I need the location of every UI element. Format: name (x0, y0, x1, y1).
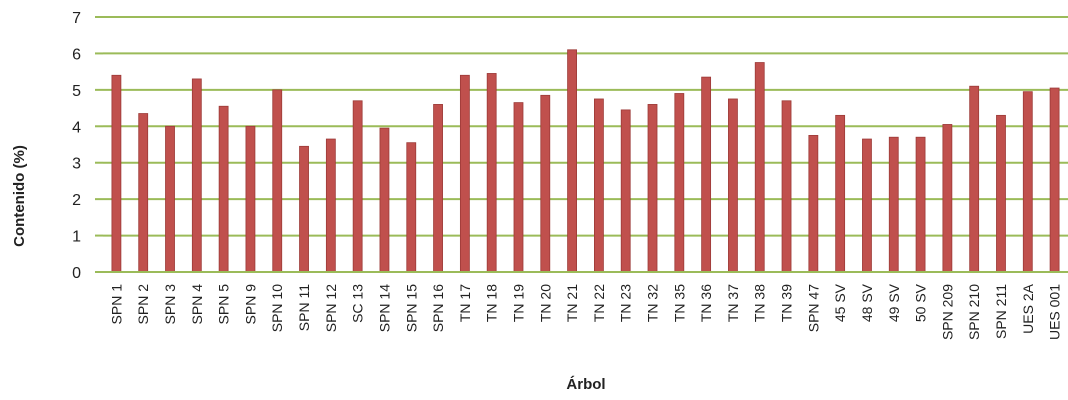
x-tick-label: TN 20 (537, 284, 553, 322)
bar (620, 109, 631, 273)
x-tick-label: SPN 15 (403, 284, 419, 332)
x-tick-label: SPN 2 (135, 284, 151, 325)
y-tick-label: 5 (72, 83, 81, 100)
bar (191, 78, 202, 273)
x-tick-label: TN 23 (618, 284, 634, 322)
y-axis-title: Contenido (%) (11, 145, 28, 247)
x-tick-label: SPN 209 (939, 284, 955, 340)
bar (111, 74, 122, 273)
bar (540, 94, 551, 273)
x-tick-label: TN 18 (484, 284, 500, 322)
bar (138, 113, 149, 273)
x-tick-label: TN 37 (725, 284, 741, 322)
bar (245, 125, 256, 273)
bar (594, 98, 604, 273)
x-tick-label: TN 36 (698, 284, 714, 322)
x-axis-title: Árbol (566, 376, 605, 393)
bar (701, 76, 712, 273)
bar (272, 89, 283, 273)
x-axis-ticks: SPN 1 SPN 2 SPN 3 SPN 4 SPN 5 SPN 9 SPN 10 SPN … (108, 283, 1062, 340)
bar (433, 104, 443, 273)
bar (915, 136, 926, 273)
x-tick-label: TN 19 (510, 284, 526, 322)
x-tick-label: UES 2A (1020, 283, 1036, 333)
bar-series (111, 49, 1060, 273)
x-tick-label: SPN 14 (376, 284, 392, 332)
bar (486, 73, 497, 273)
bar (808, 134, 819, 273)
gridlines (103, 16, 1068, 273)
bar (567, 49, 577, 273)
x-tick-label: TN 35 (671, 284, 687, 322)
x-tick-label: SPN 1 (108, 284, 124, 325)
bar (406, 142, 417, 273)
x-tick-label: SPN 47 (805, 284, 821, 332)
y-tick-label: 3 (72, 156, 81, 173)
x-tick-label: TN 21 (564, 284, 580, 322)
bar (513, 102, 524, 273)
x-tick-label: 45 SV (832, 283, 848, 322)
bar (835, 114, 846, 273)
bar (647, 104, 658, 273)
x-tick-label: SPN 16 (430, 284, 446, 332)
x-tick-label: 49 SV (886, 283, 902, 322)
x-tick-label: SPN 211 (993, 284, 1009, 339)
x-tick-label: TN 39 (779, 284, 795, 322)
x-tick-label: UES 001 (1047, 284, 1063, 340)
bar (888, 136, 899, 273)
x-tick-label: SPN 3 (162, 284, 178, 325)
y-axis-ticks: 0 1 2 3 4 5 6 7 (72, 10, 103, 282)
x-tick-label: SPN 5 (216, 284, 232, 325)
x-tick-label: SPN 10 (269, 284, 285, 332)
x-tick-label: SPN 12 (323, 284, 339, 332)
x-tick-label: SPN 4 (189, 284, 205, 325)
bar (218, 105, 229, 273)
bar (754, 62, 765, 273)
bar (1022, 91, 1033, 273)
x-tick-label: 48 SV (859, 283, 875, 322)
bar (379, 127, 390, 273)
x-tick-label: 50 SV (913, 283, 929, 322)
y-tick-label: 6 (72, 46, 81, 63)
x-tick-label: TN 17 (457, 284, 473, 322)
bar (781, 100, 792, 273)
bar (165, 125, 175, 273)
bar (352, 100, 363, 273)
y-tick-label: 0 (72, 265, 81, 282)
bar (862, 138, 872, 273)
x-tick-label: SPN 210 (966, 284, 982, 340)
bar (969, 85, 980, 273)
y-tick-label: 4 (72, 119, 81, 136)
x-tick-label: TN 32 (645, 284, 661, 322)
x-tick-label: SPN 9 (242, 284, 258, 325)
bar (459, 74, 470, 273)
x-tick-label: SPN 11 (296, 284, 312, 331)
y-tick-label: 2 (72, 192, 81, 209)
bar (942, 124, 953, 273)
bar (1049, 87, 1060, 273)
bar (996, 114, 1006, 273)
y-tick-label: 1 (72, 229, 81, 246)
bar (299, 145, 309, 273)
y-tick-label: 7 (72, 10, 81, 27)
x-tick-label: SC 13 (350, 284, 366, 323)
x-tick-label: TN 38 (752, 284, 768, 322)
bar (674, 93, 685, 273)
x-tick-label: TN 22 (591, 284, 607, 322)
bar (325, 138, 336, 273)
bar (728, 98, 738, 273)
